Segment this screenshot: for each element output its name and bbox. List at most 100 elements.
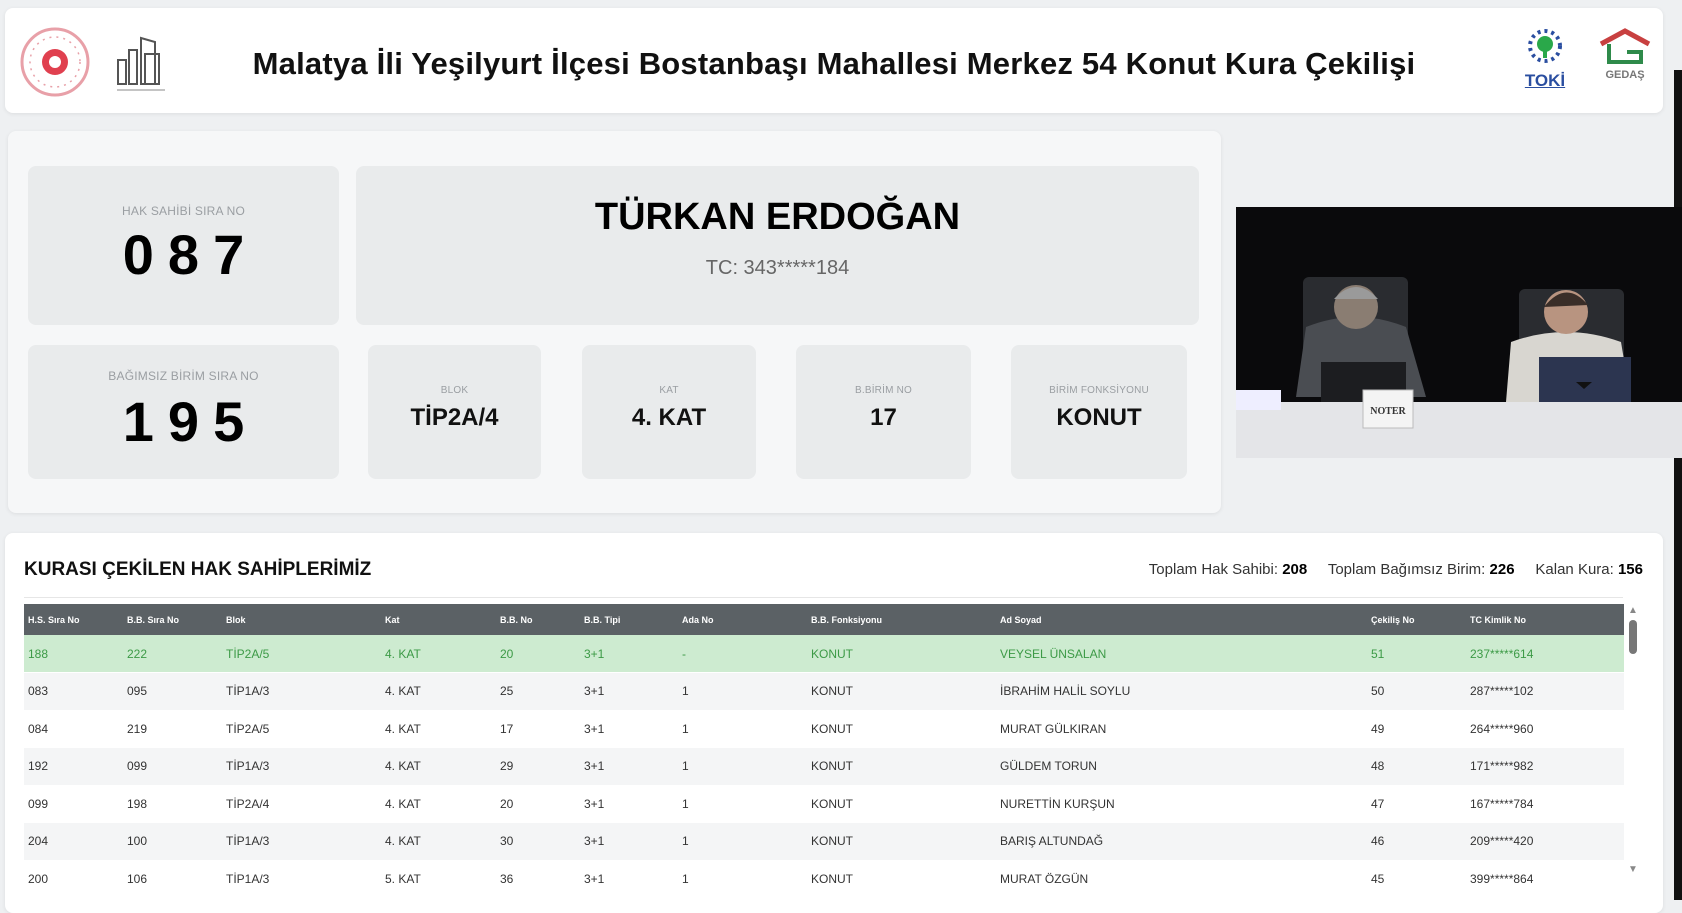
current-draw-panel: HAK SAHİBİ SIRA NO 087 TÜRKAN ERDOĞAN TC… xyxy=(8,131,1221,513)
table-cell: VEYSEL ÜNSALAN xyxy=(1000,646,1107,661)
table-cell: TİP2A/5 xyxy=(226,721,270,736)
column-header[interactable]: Ada No xyxy=(682,614,714,625)
building-logo-icon xyxy=(117,36,165,91)
winner-name: TÜRKAN ERDOĞAN xyxy=(594,196,961,238)
table-cell: 48 xyxy=(1371,759,1385,773)
scroll-down-arrow-icon[interactable]: ▼ xyxy=(1628,864,1638,875)
column-header[interactable]: TC Kimlik No xyxy=(1470,614,1527,625)
table-cell: İBRAHİM HALİL SOYLU xyxy=(1000,684,1131,698)
table-cell: 45 xyxy=(1371,871,1385,886)
table-cell: KONUT xyxy=(811,759,853,773)
column-header[interactable]: H.S. Sıra No xyxy=(28,614,80,625)
stats-summary: Toplam Hak Sahibi: 208 Toplam Bağımsız B… xyxy=(1149,561,1643,578)
hak-sahibi-number: 087 xyxy=(122,223,259,286)
table-cell: KONUT xyxy=(811,796,853,811)
list-title: KURASI ÇEKİLEN HAK SAHİPLERİMİZ xyxy=(24,559,372,580)
table-cell: 106 xyxy=(127,871,148,886)
table-cell: 222 xyxy=(127,646,148,661)
table-cell: 198 xyxy=(127,796,148,811)
table-row[interactable]: 204 100 TİP1A/3 4. KAT 30 3+1 1 KONUT BARIŞ ALTU… xyxy=(24,822,1624,860)
table-cell: TİP1A/3 xyxy=(226,834,270,848)
house-icon xyxy=(1599,28,1651,64)
live-video-feed[interactable]: NOTER xyxy=(1236,207,1682,458)
bagimsiz-birim-tile: BAĞIMSIZ BİRİM SIRA NO 195 xyxy=(28,345,339,479)
scroll-up-arrow-icon[interactable]: ▲ xyxy=(1628,605,1638,616)
table-cell: BARIŞ ALTUNDAĞ xyxy=(1000,834,1104,848)
table-cell: 399*****864 xyxy=(1470,871,1534,886)
table-cell: 264*****960 xyxy=(1470,721,1534,736)
table-cell: 100 xyxy=(127,834,148,848)
table-cell: 5. KAT xyxy=(385,871,421,886)
stat-kalan-kura: Kalan Kura: 156 xyxy=(1535,561,1643,578)
table-cell: 47 xyxy=(1371,796,1385,811)
table-cell: 29 xyxy=(500,759,514,773)
column-header[interactable]: B.B. Sıra No xyxy=(127,614,180,625)
divider xyxy=(24,597,1623,598)
table-cell: 099 xyxy=(28,796,49,811)
table-cell: 204 xyxy=(28,834,49,848)
table-cell: 3+1 xyxy=(584,646,605,661)
table-cell: 46 xyxy=(1371,834,1385,848)
table-cell: TİP1A/3 xyxy=(226,759,270,773)
table-cell: 3+1 xyxy=(584,721,605,736)
table-header: H.S. Sıra No B.B. Sıra No Blok Kat B.B. No B.… xyxy=(24,604,1624,635)
column-header[interactable]: B.B. Fonksiyonu xyxy=(811,614,883,625)
table-cell: 49 xyxy=(1371,721,1385,736)
table-cell: 51 xyxy=(1371,646,1385,661)
toki-logo: TOKİ xyxy=(1520,26,1570,91)
table-cell: 17 xyxy=(500,721,514,736)
table-cell: 4. KAT xyxy=(385,721,421,736)
noter-sign: NOTER xyxy=(1370,406,1406,417)
table-cell: 4. KAT xyxy=(385,759,421,773)
column-header[interactable]: Kat xyxy=(385,614,400,625)
table-row[interactable]: 084 219 TİP2A/5 4. KAT 17 3+1 1 KONUT MURAT GÜLK… xyxy=(24,710,1624,747)
table-cell: 167*****784 xyxy=(1470,796,1534,811)
table-cell: MURAT ÖZGÜN xyxy=(1000,871,1089,886)
table-cell: 3+1 xyxy=(584,759,605,773)
table-cell: 4. KAT xyxy=(385,684,421,698)
gedas-logo: GEDAŞ xyxy=(1595,28,1655,81)
table-cell: TİP1A/3 xyxy=(226,684,270,698)
table-cell: 3+1 xyxy=(584,684,605,698)
table-cell: 192 xyxy=(28,759,49,773)
table-row[interactable]: 083 095 TİP1A/3 4. KAT 25 3+1 1 KONUT İBRAHİM HA… xyxy=(24,672,1624,710)
table-cell: 200 xyxy=(28,871,49,886)
scroll-thumb[interactable] xyxy=(1629,620,1637,654)
table-row[interactable]: 200 106 TİP1A/3 5. KAT 36 3+1 1 KONUT MURAT ÖZGÜ… xyxy=(24,860,1624,897)
table-cell: TİP2A/4 xyxy=(226,796,270,811)
column-header[interactable]: Blok xyxy=(226,614,246,625)
table-row-latest[interactable]: 188 222 TİP2A/5 4. KAT 20 3+1 - KONUT VEYSEL ÜNS… xyxy=(24,635,1624,672)
kat-tile: KAT 4. KAT xyxy=(582,345,756,479)
table-cell: 30 xyxy=(500,834,514,848)
table-cell: 4. KAT xyxy=(385,834,421,848)
table-cell: 1 xyxy=(682,721,689,736)
table-cell: 50 xyxy=(1371,684,1385,698)
table-cell: KONUT xyxy=(811,721,853,736)
table-row[interactable]: 192 099 TİP1A/3 4. KAT 29 3+1 1 KONUT GÜLDEM TOR… xyxy=(24,747,1624,785)
stat-total-hak-sahibi: Toplam Hak Sahibi: 208 xyxy=(1148,561,1308,578)
video-frame: NOTER xyxy=(1236,277,1682,458)
column-header[interactable]: B.B. No xyxy=(500,614,533,625)
table-cell: 084 xyxy=(28,721,49,736)
table-cell: 237*****614 xyxy=(1470,646,1534,661)
birim-no-tile: B.BİRİM NO 17 xyxy=(796,345,971,479)
table-cell: 1 xyxy=(682,684,689,698)
ministry-seal-icon xyxy=(20,27,90,97)
winner-tc: TC: 343*****184 xyxy=(705,257,850,279)
drawn-list-panel: KURASI ÇEKİLEN HAK SAHİPLERİMİZ Toplam H… xyxy=(5,533,1663,913)
table-row[interactable]: 099 198 TİP2A/4 4. KAT 20 3+1 1 KONUT NURETTİN K… xyxy=(24,785,1624,822)
column-header[interactable]: Çekiliş No xyxy=(1371,614,1415,625)
column-header[interactable]: Ad Soyad xyxy=(1000,614,1042,625)
header-bar: Malatya İli Yeşilyurt İlçesi Bostanbaşı … xyxy=(5,8,1663,113)
table-cell: TİP2A/5 xyxy=(226,646,270,661)
table-cell: NURETTİN KURŞUN xyxy=(1000,796,1115,811)
table-scrollbar[interactable]: ▲ ▼ xyxy=(1627,605,1639,875)
table-cell: 20 xyxy=(500,796,514,811)
table-cell: 083 xyxy=(28,684,49,698)
table-cell: 209*****420 xyxy=(1470,834,1534,848)
hak-sahibi-tile: HAK SAHİBİ SIRA NO 087 xyxy=(28,166,339,325)
table-cell: 287*****102 xyxy=(1470,684,1534,698)
column-header[interactable]: B.B. Tipi xyxy=(584,614,621,625)
toki-tree-icon xyxy=(1528,29,1562,63)
table-cell: KONUT xyxy=(811,684,853,698)
